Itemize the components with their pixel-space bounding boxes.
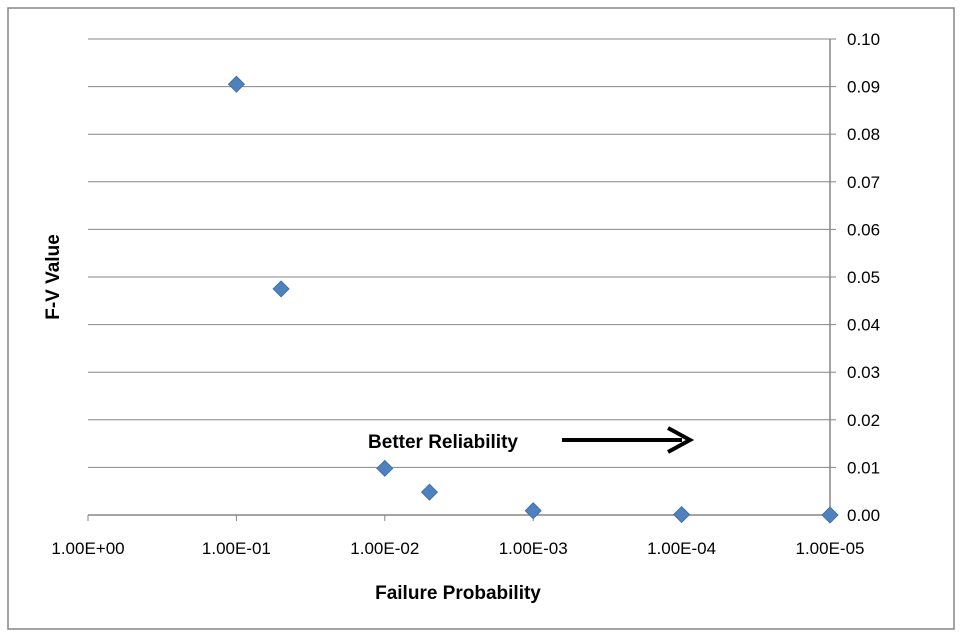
data-points xyxy=(227,75,839,524)
y-tick-label: 0.10 xyxy=(847,30,880,49)
x-axis-ticks: 1.00E+00 1.00E-01 1.00E-02 1.00E-03 1.00E-04… xyxy=(51,515,865,558)
gridlines xyxy=(88,38,830,468)
data-point xyxy=(420,483,439,501)
y-axis-title: F-V Value xyxy=(43,234,64,320)
y-tick-label: 0.02 xyxy=(847,411,880,430)
y-tick-label: 0.09 xyxy=(847,78,880,97)
x-tick-label: 1.00E+00 xyxy=(51,539,124,558)
data-point xyxy=(673,505,691,524)
y-axis-ticks: 0.00 0.01 0.02 0.03 0.04 0.05 0.06 0.07 0.08 0.09… xyxy=(830,30,880,525)
data-point xyxy=(227,75,245,93)
y-tick-label: 0.03 xyxy=(847,363,880,382)
data-point xyxy=(821,506,839,524)
chart-border xyxy=(7,7,955,630)
x-axis-title: Failure Probability xyxy=(375,583,541,604)
annotation-arrow xyxy=(562,426,695,454)
y-tick-label: 0.04 xyxy=(847,316,880,335)
x-tick-label: 1.00E-03 xyxy=(499,539,568,558)
y-tick-label: 0.05 xyxy=(847,268,880,287)
data-point xyxy=(272,280,290,298)
data-point xyxy=(376,459,394,477)
x-tick-label: 1.00E-02 xyxy=(350,539,419,558)
x-tick-label: 1.00E-04 xyxy=(647,539,716,558)
y-tick-label: 0.07 xyxy=(847,173,880,192)
x-tick-label: 1.00E-01 xyxy=(202,539,271,558)
y-tick-label: 0.01 xyxy=(847,458,880,477)
y-tick-label: 0.00 xyxy=(847,506,880,525)
y-tick-label: 0.06 xyxy=(847,220,880,239)
x-tick-label: 1.00E-05 xyxy=(796,539,865,558)
data-point xyxy=(524,502,542,520)
y-tick-label: 0.08 xyxy=(847,125,880,144)
annotation-arrow-head xyxy=(667,426,695,454)
annotation-better-reliability: Better Reliability xyxy=(368,432,518,453)
